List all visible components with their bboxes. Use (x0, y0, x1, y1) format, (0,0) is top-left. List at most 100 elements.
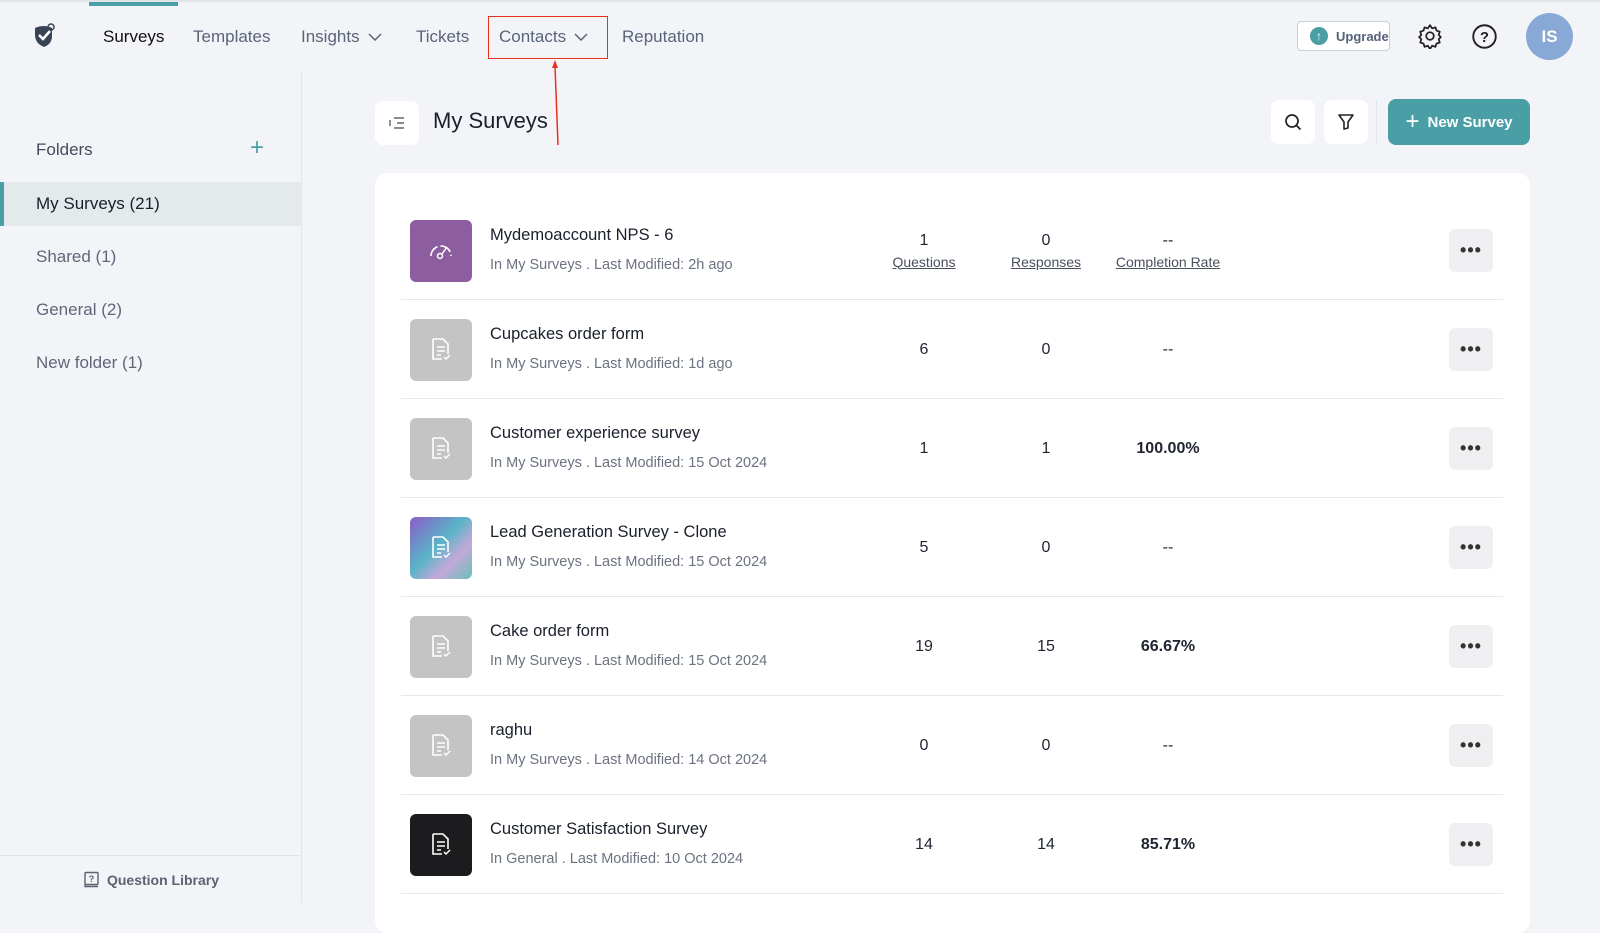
page-title: My Surveys (433, 108, 548, 133)
toggle-sidebar-button[interactable] (375, 101, 419, 145)
survey-row[interactable]: Lead Generation Survey - Clone In My Sur… (401, 498, 1503, 597)
svg-text:?: ? (1480, 30, 1489, 46)
survey-name[interactable]: Customer Satisfaction Survey (490, 820, 708, 838)
help-button[interactable]: ? (1470, 22, 1498, 50)
active-tab-indicator (89, 2, 178, 6)
survey-name[interactable]: raghu (490, 721, 533, 739)
folder-item[interactable]: My Surveys (21) (0, 182, 302, 226)
ellipsis-icon: ••• (1460, 339, 1482, 359)
survey-thumbnail[interactable] (410, 715, 472, 777)
gear-icon (1418, 24, 1442, 49)
responses-count: 0 (1041, 736, 1051, 754)
survey-thumbnail[interactable] (410, 220, 472, 282)
folder-item[interactable]: Shared (1) (36, 247, 117, 266)
questions-count: 14 (915, 835, 933, 853)
responses-count: 1 (1041, 439, 1051, 457)
completion-rate-label[interactable]: Completion Rate (1115, 253, 1221, 270)
upgrade-button[interactable]: ↑ Upgrade (1297, 21, 1390, 51)
survey-thumbnail[interactable] (410, 418, 472, 480)
filter-icon (1338, 114, 1354, 130)
chevron-down-icon (368, 33, 382, 41)
nav-surveys[interactable]: Surveys (103, 27, 165, 46)
divider (1376, 100, 1377, 144)
questions-label[interactable]: Questions (892, 253, 956, 270)
survey-row[interactable]: Cupcakes order form In My Surveys . Last… (401, 300, 1503, 399)
ellipsis-icon: ••• (1460, 438, 1482, 458)
ellipsis-icon: ••• (1460, 537, 1482, 557)
questions-count: 0 (919, 736, 929, 754)
more-options-button[interactable]: ••• (1449, 823, 1493, 866)
survey-name[interactable]: Customer experience survey (490, 424, 701, 442)
document-check-icon (432, 437, 451, 460)
survey-name[interactable]: Lead Generation Survey - Clone (490, 523, 727, 541)
folder-item[interactable]: General (2) (36, 300, 122, 319)
questions-count: 1 Questions (859, 201, 989, 300)
responses-label[interactable]: Responses (1010, 253, 1082, 270)
questions-count: 19 (915, 637, 933, 655)
ellipsis-icon: ••• (1460, 735, 1482, 755)
completion-rate: 100.00% (1136, 439, 1200, 457)
survey-name[interactable]: Mydemoaccount NPS - 6 (490, 226, 674, 244)
book-question-icon: ? (84, 871, 99, 887)
survey-thumbnail[interactable] (410, 517, 472, 579)
svg-text:?: ? (89, 874, 95, 884)
settings-button[interactable] (1416, 22, 1444, 50)
questions-count: 1 (919, 439, 929, 457)
more-options-button[interactable]: ••• (1449, 229, 1493, 272)
search-button[interactable] (1271, 100, 1315, 144)
document-check-icon (432, 536, 451, 559)
survey-name[interactable]: Cake order form (490, 622, 610, 640)
logo-icon (35, 23, 55, 47)
survey-meta: In My Surveys . Last Modified: 15 Oct 20… (490, 455, 768, 471)
plus-icon: + (1405, 108, 1420, 135)
more-options-button[interactable]: ••• (1449, 427, 1493, 470)
survey-row[interactable]: Customer experience survey In My Surveys… (401, 399, 1503, 498)
survey-row[interactable]: Cake order form In My Surveys . Last Mod… (401, 597, 1503, 696)
survey-row[interactable]: Mydemoaccount NPS - 6 In My Surveys . La… (401, 201, 1503, 300)
top-nav: Surveys Templates Insights Tickets Contacts R… (0, 0, 1600, 146)
survey-meta: In My Surveys . Last Modified: 15 Oct 20… (490, 653, 768, 669)
add-folder-button[interactable]: + (250, 134, 265, 161)
survey-meta: In My Surveys . Last Modified: 2h ago (490, 257, 733, 273)
more-options-button[interactable]: ••• (1449, 724, 1493, 767)
survey-meta: In My Surveys . Last Modified: 14 Oct 20… (490, 752, 768, 768)
more-options-button[interactable]: ••• (1449, 526, 1493, 569)
nav-reputation[interactable]: Reputation (622, 27, 705, 46)
survey-thumbnail[interactable] (410, 319, 472, 381)
new-survey-button[interactable]: + New Survey (1388, 99, 1530, 145)
document-check-icon (432, 833, 451, 856)
top-border (0, 0, 1600, 2)
survey-list: Mydemoaccount NPS - 6 In My Surveys . La… (375, 173, 1530, 933)
completion-rate: 66.67% (1140, 637, 1196, 655)
question-library-button[interactable]: ? Question Library (0, 855, 302, 903)
survey-meta: In My Surveys . Last Modified: 15 Oct 20… (490, 554, 768, 570)
user-avatar[interactable]: IS (1526, 13, 1573, 60)
folder-item[interactable]: New folder (1) (36, 353, 143, 372)
more-options-button[interactable]: ••• (1449, 625, 1493, 668)
survey-thumbnail[interactable] (410, 616, 472, 678)
more-options-button[interactable]: ••• (1449, 328, 1493, 371)
folders-heading: Folders (36, 140, 93, 159)
survey-row[interactable]: raghu In My Surveys . Last Modified: 14 … (401, 696, 1503, 795)
survey-name[interactable]: Cupcakes order form (490, 325, 645, 343)
completion-rate: 85.71% (1140, 835, 1196, 853)
responses-count: 15 (1037, 637, 1055, 655)
sidebar: Folders + My Surveys (21) Shared (1) Gener… (0, 72, 302, 903)
survey-thumbnail[interactable] (410, 814, 472, 876)
ellipsis-icon: ••• (1460, 240, 1482, 260)
nav-templates[interactable]: Templates (193, 27, 271, 46)
filter-button[interactable] (1324, 100, 1368, 144)
nav-insights[interactable]: Insights (301, 24, 382, 50)
search-icon (1285, 114, 1302, 131)
nav-tickets[interactable]: Tickets (416, 27, 470, 46)
survey-meta: In General . Last Modified: 10 Oct 2024 (490, 851, 744, 867)
responses-count: 0 Responses (981, 201, 1111, 300)
collapse-menu-icon (389, 117, 404, 129)
ellipsis-icon: ••• (1460, 636, 1482, 656)
document-check-icon (432, 734, 451, 757)
contacts-highlight-box (488, 16, 608, 59)
survey-row[interactable]: Customer Satisfaction Survey In General … (401, 795, 1503, 894)
completion-rate: -- (1162, 538, 1174, 556)
completion-rate: -- (1162, 736, 1174, 754)
nav-contacts[interactable]: Contacts (499, 24, 588, 50)
